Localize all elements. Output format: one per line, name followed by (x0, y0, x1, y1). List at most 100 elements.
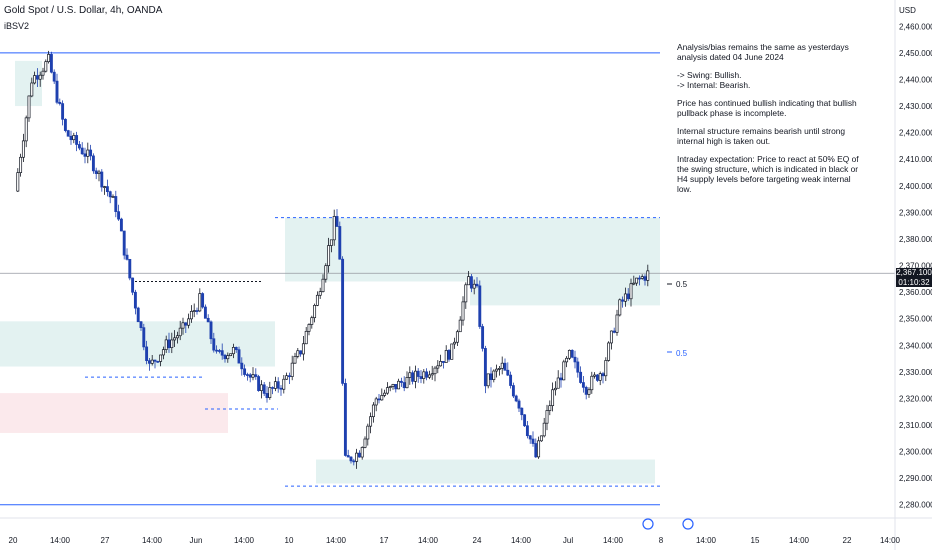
candle-body (514, 395, 518, 402)
candle (450, 343, 454, 360)
candle-body (439, 361, 443, 367)
candle (511, 382, 515, 398)
candle (623, 287, 627, 307)
candle-body (150, 359, 154, 364)
candle (399, 377, 403, 387)
candle (175, 331, 179, 344)
candle (458, 316, 462, 333)
candle-body (315, 294, 319, 306)
candle (565, 356, 569, 368)
candle (391, 383, 395, 390)
candle (553, 381, 557, 396)
time-tick-label: 14:00 (234, 536, 255, 545)
candle (72, 132, 76, 144)
candle (475, 277, 479, 288)
candle (422, 369, 426, 384)
candles (16, 50, 650, 469)
candle-body (262, 384, 266, 394)
candle (265, 386, 269, 403)
candle-body (324, 265, 328, 280)
candle (467, 270, 471, 286)
candle-body (231, 347, 235, 355)
time-tick-label: 24 (473, 536, 482, 545)
candle-body (304, 330, 308, 345)
candle-body (640, 276, 644, 279)
indicator-label[interactable]: iBSV2 (4, 21, 30, 31)
candle-body (257, 376, 261, 391)
price-tick-label: 2,300.000 (899, 448, 932, 457)
candle (254, 368, 258, 380)
candle-body (58, 101, 62, 104)
candle-body (411, 372, 415, 382)
time-tick-label: 8 (659, 536, 664, 545)
candle (427, 370, 431, 380)
candle-body (497, 368, 501, 370)
candle-body (251, 374, 255, 378)
candle (279, 385, 283, 396)
candle-body (567, 349, 571, 359)
candle-body (461, 301, 465, 321)
time-tick-label: 20 (9, 536, 18, 545)
candle-body (111, 196, 115, 198)
candle-body (492, 370, 496, 380)
candle (514, 394, 518, 403)
candle (150, 354, 154, 366)
candle (220, 343, 224, 360)
candle-body (287, 375, 291, 378)
candle (637, 275, 641, 286)
candle (327, 237, 331, 273)
candle-body (203, 306, 207, 319)
candle (388, 385, 392, 392)
candle (567, 349, 571, 360)
candle (520, 407, 524, 421)
time-tick-label: 14:00 (696, 536, 717, 545)
candle (285, 372, 289, 380)
candle (352, 458, 356, 466)
candle-body (181, 322, 185, 329)
price-tick-label: 2,330.000 (899, 368, 932, 377)
candle-body (377, 398, 381, 401)
candle (83, 147, 87, 164)
candle (478, 280, 482, 329)
candle-body (562, 361, 566, 381)
event-marker-icon (642, 518, 654, 530)
candle-body (531, 438, 535, 444)
zones (0, 60, 660, 484)
candle-body (579, 371, 583, 383)
candle (100, 169, 104, 192)
candle-body (145, 346, 149, 362)
candle (495, 364, 499, 378)
candle-body (455, 331, 459, 343)
candle-body (357, 452, 361, 458)
candle (184, 322, 188, 333)
candle (509, 371, 513, 389)
candle (245, 372, 249, 381)
candle-body (136, 307, 140, 323)
candle (343, 378, 347, 457)
candle-body (299, 350, 303, 355)
candle (103, 185, 107, 195)
candle-body (397, 380, 401, 390)
candle (402, 376, 406, 392)
candle-body (66, 130, 70, 137)
candle (481, 323, 485, 352)
candle (290, 355, 294, 381)
candle-body (576, 361, 580, 373)
candle (332, 209, 336, 246)
candle-body (363, 438, 367, 448)
currency-label[interactable]: USD (899, 6, 916, 15)
candle-body (156, 360, 160, 363)
candle (598, 371, 602, 386)
candle-body (637, 277, 641, 280)
candle-body (355, 452, 359, 462)
candle (537, 436, 541, 459)
candle (24, 115, 28, 148)
candle-body (391, 384, 395, 387)
candle-body (489, 373, 493, 380)
time-tick-label: 15 (751, 536, 760, 545)
candle-body (117, 211, 121, 220)
price-tick-label: 2,370.000 (899, 262, 932, 271)
candle (139, 321, 143, 331)
candle (615, 309, 619, 336)
